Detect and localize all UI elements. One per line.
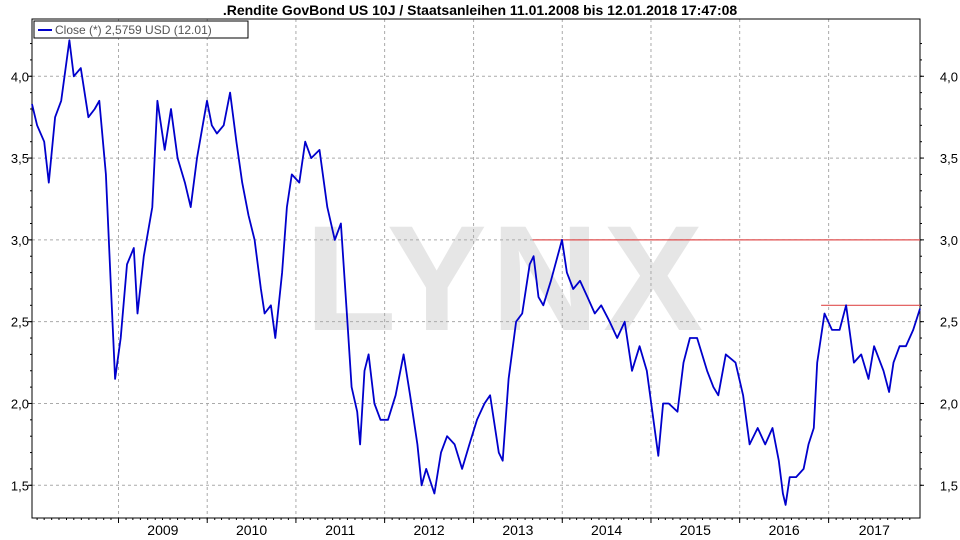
plot-frame [31,18,921,519]
y-tick-label-right: 3,0 [940,233,958,248]
y-tick-label-right: 1,5 [940,478,958,493]
y-tick-label-right: 3,5 [940,151,958,166]
y-tick-label-left: 2,5 [11,315,29,330]
y-tick-label-left: 1,5 [11,478,29,493]
y-tick-label-left: 4,0 [11,69,29,84]
y-tick-label-right: 2,0 [940,396,958,411]
x-tick-label: 2009 [147,522,178,538]
x-tick-label: 2010 [236,522,267,538]
series-line-close [31,39,921,506]
y-tick-label-right: 2,5 [940,315,958,330]
x-tick-label: 2015 [680,522,711,538]
x-tick-label: 2014 [591,522,622,538]
legend-box [33,20,249,39]
y-tick-label-left: 3,5 [11,151,29,166]
y-tick-label-left: 3,0 [11,233,29,248]
x-tick-label: 2017 [859,522,890,538]
x-tick-label: 2016 [769,522,800,538]
chart-title: .Rendite GovBond US 10J / Staatsanleihen… [222,2,738,18]
y-tick-label-right: 4,0 [940,69,958,84]
x-tick-label: 2012 [414,522,445,538]
watermark-text: LYNX [305,194,707,362]
x-tick-label: 2011 [325,522,355,538]
legend-label: Close (*) 2,5759 USD (12.01) [55,23,212,37]
x-tick-label: 2013 [502,522,533,538]
y-tick-label-left: 2,0 [11,396,29,411]
